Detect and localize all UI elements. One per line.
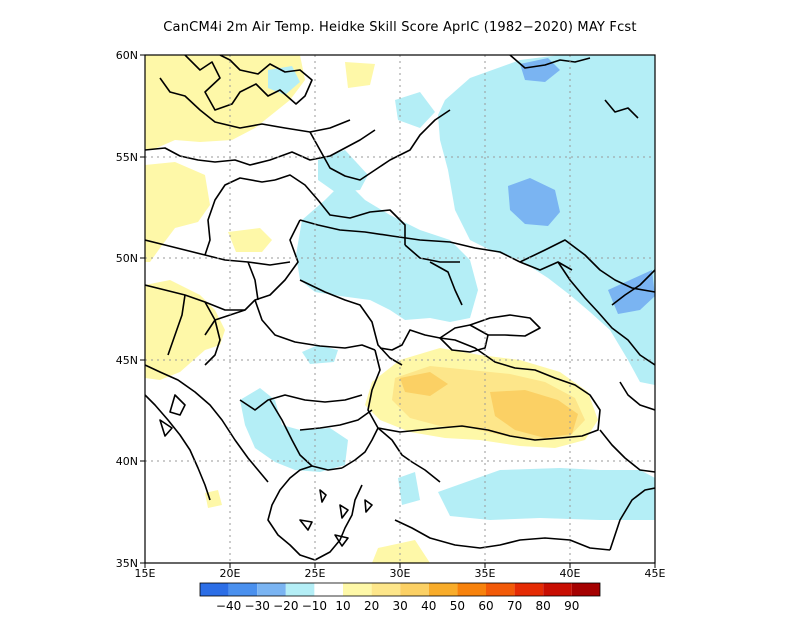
colorbar-label: 10 <box>335 599 350 613</box>
positive-skill-region-alps <box>145 280 225 380</box>
positive-skill-region-aegean <box>372 540 430 563</box>
colorbar-swatch <box>228 583 258 596</box>
colorbar-label: 50 <box>450 599 465 613</box>
negative-skill-region-baltic-east <box>318 150 368 192</box>
positive-skill-region-baltic <box>160 58 268 118</box>
colorbar-swatch <box>571 583 600 596</box>
lon-tick-label: 40E <box>560 567 581 580</box>
negative-skill-region-romania <box>302 345 338 364</box>
lon-tick-label: 15E <box>135 567 156 580</box>
colorbar-swatch <box>486 583 515 596</box>
skill-fill-layer <box>145 55 655 563</box>
map-title: CanCM4i 2m Air Temp. Heidke Skill Score … <box>163 20 637 35</box>
colorbar-label: 40 <box>421 599 436 613</box>
colorbar-frame <box>199 582 601 597</box>
colorbar-label: −10 <box>302 599 327 613</box>
lon-tick-label: 30E <box>390 567 411 580</box>
lon-tick-label: 45E <box>645 567 666 580</box>
colorbar-label: 80 <box>536 599 551 613</box>
lat-tick-label: 40N <box>116 455 138 468</box>
lat-tick-label: 35N <box>116 557 138 570</box>
colorbar-swatch <box>514 583 544 596</box>
colorbar-swatch <box>314 583 343 596</box>
lon-tick-labels: 15E 20E 25E 30E 35E 40E 45E <box>135 567 666 580</box>
colorbar-swatch <box>457 583 486 596</box>
positive-skill-region-north-russia <box>345 62 375 88</box>
positive-skill-region-poland <box>228 228 272 252</box>
colorbar-label: 30 <box>393 599 408 613</box>
colorbar: −40 −30 −20 −10 10 20 30 40 50 60 70 80 … <box>199 582 601 613</box>
colorbar-swatch <box>343 583 372 596</box>
negative-skill-region-belarus-ukraine <box>296 180 478 322</box>
colorbar-swatch <box>371 583 401 596</box>
colorbar-swatch <box>543 583 572 596</box>
lon-tick-label: 20E <box>220 567 241 580</box>
positive-skill-region-central-europe <box>145 162 210 262</box>
colorbar-label: −30 <box>245 599 270 613</box>
tick-marks <box>140 54 656 568</box>
lat-tick-label: 50N <box>116 252 138 265</box>
colorbar-swatch <box>400 583 429 596</box>
lat-tick-label: 55N <box>116 151 138 164</box>
colorbar-swatch <box>428 583 458 596</box>
lon-tick-label: 25E <box>305 567 326 580</box>
lat-tick-labels: 35N 40N 45N 50N 55N 60N <box>116 49 138 570</box>
grid-layer <box>145 55 655 563</box>
colorbar-swatch <box>285 583 315 596</box>
colorbar-label: −40 <box>216 599 241 613</box>
positive-skill-region-anatolia-core <box>490 390 578 438</box>
lon-tick-label: 35E <box>475 567 496 580</box>
negative-skill-region-scandinavia-east <box>268 66 300 95</box>
colorbar-swatch <box>257 583 286 596</box>
negative-skill-region-turkey-south <box>438 468 655 520</box>
colorbar-label: −20 <box>273 599 298 613</box>
colorbar-label: 90 <box>564 599 579 613</box>
lat-tick-label: 45N <box>116 354 138 367</box>
positive-skill-region-greece-west <box>205 490 222 508</box>
colorbar-label: 70 <box>507 599 522 613</box>
positive-skill-region-crimea <box>400 372 448 396</box>
negative-skill-region-white-sea <box>395 92 435 128</box>
negative-skill-region-balkans <box>240 388 348 472</box>
negative-skill-region-moscow-core <box>508 178 560 226</box>
colorbar-label: 60 <box>478 599 493 613</box>
lat-tick-label: 60N <box>116 49 138 62</box>
negative-skill-region-turkey-west <box>398 472 420 505</box>
colorbar-label: 20 <box>364 599 379 613</box>
colorbar-swatch <box>200 583 229 596</box>
